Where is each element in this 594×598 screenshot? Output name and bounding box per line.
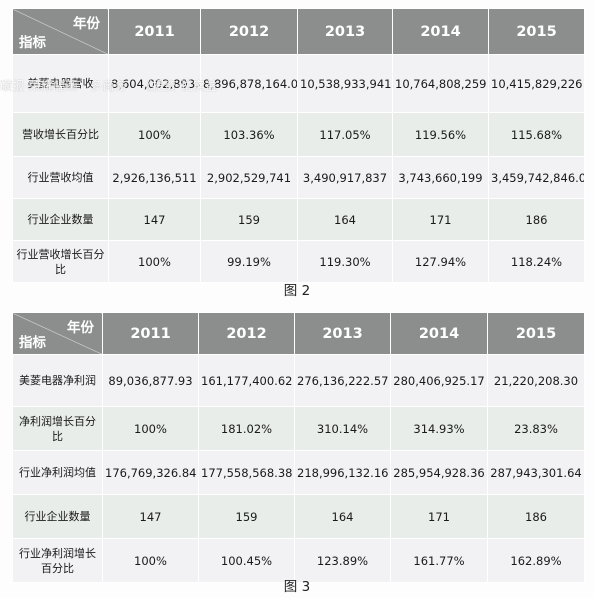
figure3-table: 年份 指标 2011 2012 2013 2014 2015 美菱电器净利润 8… [12, 312, 585, 583]
table-cell: 100% [102, 538, 199, 583]
table-cell: 186 [488, 198, 585, 241]
year-header: 2015 [488, 8, 585, 55]
row-label: 美菱电器净利润 [12, 354, 103, 407]
table-row: 净利润增长百分比 100% 181.02% 310.14% 314.93% 23… [12, 406, 585, 451]
year-header: 2014 [392, 8, 489, 55]
table-cell: 164 [297, 198, 393, 241]
figure2-table: 年份 指标 2011 2012 2013 2014 2015 美菱电器营收 8,… [12, 8, 585, 283]
table-cell: 159 [200, 198, 298, 241]
year-header: 2014 [390, 312, 488, 355]
table-cell: 161,177,400.62 [198, 354, 295, 407]
table-row: 行业企业数量 147 159 164 171 186 [12, 198, 585, 241]
corner-year-label: 年份 [73, 16, 100, 32]
table-cell: 3,490,917,837 [297, 156, 393, 199]
table-row: 营收增长百分比 100% 103.36% 117.05% 119.56% 115… [12, 112, 585, 157]
year-header: 2011 [102, 312, 199, 355]
table-cell: 23.83% [487, 406, 585, 451]
year-header: 2013 [297, 8, 393, 55]
table-cell: 164 [294, 494, 391, 539]
year-header: 2012 [200, 8, 298, 55]
table-cell: 2,902,529,741 [200, 156, 298, 199]
table-cell: 118.24% [488, 240, 585, 283]
table-cell: 171 [392, 198, 489, 241]
year-header: 2011 [108, 8, 201, 55]
table-cell: 181.02% [198, 406, 295, 451]
table-cell: 100.45% [198, 538, 295, 583]
row-label: 行业营收增长百分比 [12, 240, 109, 283]
table-cell: 99.19% [200, 240, 298, 283]
table-cell: 147 [102, 494, 199, 539]
table-cell: 314.93% [390, 406, 488, 451]
table-cell: 287,943,301.64 [487, 450, 585, 495]
table-cell: 147 [108, 198, 201, 241]
table-cell: 10,415,829,226 [488, 54, 585, 113]
table-cell: 285,954,928.36 [390, 450, 488, 495]
corner-cell: 年份 指标 [12, 8, 109, 55]
header-row: 年份 指标 2011 2012 2013 2014 2015 [12, 8, 585, 55]
table-row: 行业企业数量 147 159 164 171 186 [12, 494, 585, 539]
table-cell: 117.05% [297, 112, 393, 157]
table-cell: 21,220,208.30 [487, 354, 585, 407]
table-cell: 119.30% [297, 240, 393, 283]
table-cell: 89,036,877.93 [102, 354, 199, 407]
corner-metric-label: 指标 [19, 335, 46, 351]
table-cell: 127.94% [392, 240, 489, 283]
table-row: 美菱电器净利润 89,036,877.93 161,177,400.62 276… [12, 354, 585, 407]
table-cell: 276,136,222.57 [294, 354, 391, 407]
table-cell: 10,538,933,941.29 [297, 54, 393, 113]
table-cell: 186 [487, 494, 585, 539]
row-label: 美菱电器营收 [12, 54, 109, 113]
table-cell: 8,896,878,164.07 [200, 54, 298, 113]
table-cell: 159 [198, 494, 295, 539]
table-cell: 161.77% [390, 538, 488, 583]
table-cell: 3,459,742,846.08 [488, 156, 585, 199]
table-cell: 218,996,132.16 [294, 450, 391, 495]
table-cell: 177,558,568.38 [198, 450, 295, 495]
corner-metric-label: 指标 [19, 35, 46, 51]
table-cell: 100% [108, 240, 201, 283]
table-cell: 10,764,808,259 [392, 54, 489, 113]
table-cell: 100% [108, 112, 201, 157]
figure3-caption: 图 3 [283, 579, 311, 595]
row-label: 营收增长百分比 [12, 112, 109, 157]
table-cell: 310.14% [294, 406, 391, 451]
table-cell: 280,406,925.17 [390, 354, 488, 407]
header-row: 年份 指标 2011 2012 2013 2014 2015 [12, 312, 585, 355]
table-cell: 3,743,660,199 [392, 156, 489, 199]
table-row: 行业营收增长百分比 100% 99.19% 119.30% 127.94% 11… [12, 240, 585, 283]
table-cell: 2,926,136,511 [108, 156, 201, 199]
table-cell: 171 [390, 494, 488, 539]
table-cell: 119.56% [392, 112, 489, 157]
year-header: 2013 [294, 312, 391, 355]
corner-year-label: 年份 [67, 320, 94, 336]
table-cell: 100% [102, 406, 199, 451]
table-cell: 123.89% [294, 538, 391, 583]
corner-cell: 年份 指标 [12, 312, 103, 355]
table-row: 行业营收均值 2,926,136,511 2,902,529,741 3,490… [12, 156, 585, 199]
row-label: 行业净利润均值 [12, 450, 103, 495]
table-cell: 8,604,002,893.43 [108, 54, 201, 113]
table-row: 行业净利润均值 176,769,326.84 177,558,568.38 21… [12, 450, 585, 495]
table-row: 美菱电器营收 8,604,002,893.43 8,896,878,164.07… [12, 54, 585, 113]
year-header: 2015 [487, 312, 585, 355]
table-cell: 103.36% [200, 112, 298, 157]
row-label: 行业企业数量 [12, 198, 109, 241]
table-row: 行业净利润增长百分比 100% 100.45% 123.89% 161.77% … [12, 538, 585, 583]
row-label: 行业营收均值 [12, 156, 109, 199]
year-header: 2012 [198, 312, 295, 355]
row-label: 净利润增长百分比 [12, 406, 103, 451]
table-cell: 115.68% [488, 112, 585, 157]
table-cell: 176,769,326.84 [102, 450, 199, 495]
row-label: 行业企业数量 [12, 494, 103, 539]
figure2-caption: 图 2 [283, 283, 311, 299]
table-cell: 162.89% [487, 538, 585, 583]
